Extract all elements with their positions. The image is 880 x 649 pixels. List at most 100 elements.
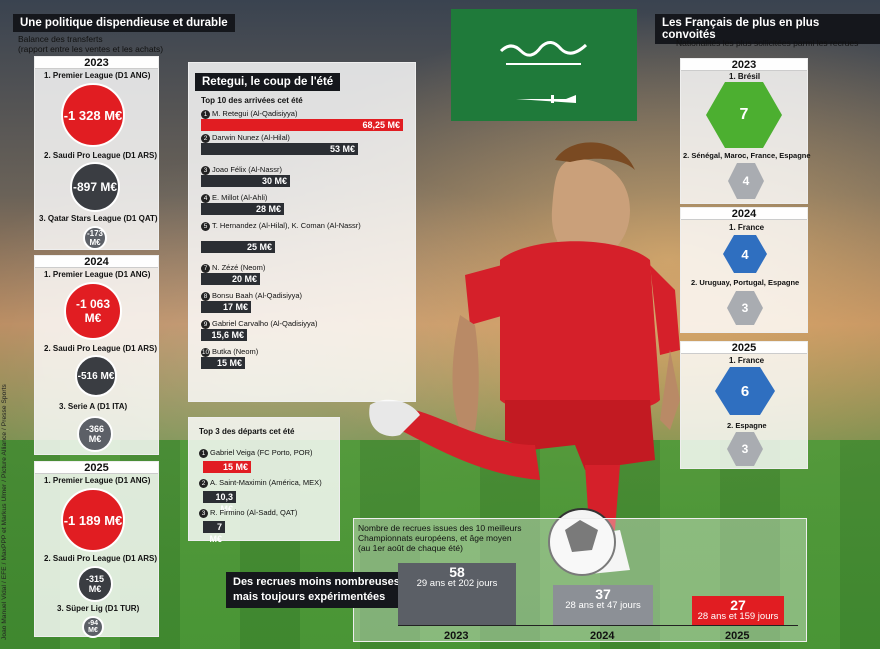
arrival-name: Bonsu Baah (Al-Qadisiyya) — [212, 291, 303, 300]
recruits-bar: 27 28 ans et 159 jours — [692, 596, 784, 625]
arrival-name: Joao Félix (Al-Nassr) — [212, 165, 283, 174]
arrival-label: 2 Darwin Nunez (Al-Hilal) — [201, 133, 401, 143]
balance-circle: -173 M€ — [83, 226, 107, 250]
recruits-age: 28 ans et 159 jours — [697, 611, 779, 622]
year-label: 2023 — [35, 57, 158, 69]
left-section-title: Une politique dispendieuse et durable — [13, 14, 235, 32]
rank-badge: 7 — [201, 263, 210, 273]
recruits-note-line1: Nombre de recrues issues des 10 meilleur… — [358, 523, 522, 533]
nationality-hex: 3 — [727, 432, 763, 466]
departure-bar: 10,3 M€ — [203, 491, 236, 514]
departure-bar: 7 M€ — [203, 521, 225, 544]
arrival-label: 5 T. Hernandez (Al-Hilal), K. Coman (Al-N… — [201, 221, 401, 231]
nationality-hex: 3 — [727, 291, 763, 325]
arrival-name: E. Millot (Al-Ahli) — [212, 193, 268, 202]
nationality-hex: 6 — [715, 367, 775, 415]
balance-panel-2023: 2023 1. Premier League (D1 ANG) -1 328 M… — [34, 56, 159, 250]
recruits-age: 28 ans et 47 jours — [565, 600, 641, 611]
balance-circle: -1 189 M€ — [61, 488, 125, 552]
rank-badge: 1 — [201, 109, 210, 119]
arrival-label: 9 Gabriel Carvalho (Al-Qadisiyya) — [201, 319, 401, 329]
saudi-flag — [451, 9, 637, 121]
rank-badge: 1 — [199, 448, 208, 458]
nationality-panel-2023: 2023 1. Brésil 7 2. Sénégal, Maroc, Fran… — [680, 58, 811, 204]
nationality-hex: 7 — [706, 82, 782, 148]
departure-name: R. Firmino (Al-Sadd, QAT) — [210, 508, 298, 517]
arrival-name: Darwin Nunez (Al-Hilal) — [212, 133, 290, 142]
left-subtitle-line2: (rapport entre les ventes et les achats) — [18, 44, 164, 54]
arrivals-title: Retegui, le coup de l'été — [195, 73, 341, 91]
balance-panel-2025: 2025 1. Premier League (D1 ANG) -1 189 M… — [34, 461, 159, 638]
nationality-panel-2024: 2024 1. France 4 2. Uruguay, Portugal, E… — [680, 207, 808, 333]
balance-label: 2. Saudi Pro League (D1 ARS) — [44, 151, 158, 160]
right-subtitle: Nationalités les plus sollicitées parmi … — [676, 38, 859, 48]
left-subtitle: Balance des transferts (rapport entre le… — [18, 34, 163, 54]
nationality-panel-2025: 2025 1. France 6 2. Espagne 3 — [680, 341, 808, 469]
balance-circle: -897 M€ — [70, 162, 120, 212]
recruits-count: 27 — [730, 597, 746, 613]
rank-badge: 2 — [201, 133, 210, 143]
departure-bar: 15 M€ — [203, 461, 251, 473]
recruits-age: 29 ans et 202 jours — [416, 578, 498, 589]
arrival-bar: 20 M€ — [201, 273, 260, 285]
recruits-note-line3: (au 1er août de chaque été) — [358, 543, 463, 553]
balance-circle: -94 M€ — [82, 616, 104, 638]
arrival-label: 10 Butka (Neom) — [201, 347, 401, 357]
recruits-year-label: 2025 — [725, 630, 750, 642]
rank-badge: 4 — [201, 193, 210, 203]
recruits-year-label: 2024 — [590, 630, 615, 642]
arrivals-panel: Retegui, le coup de l'été Top 10 des arr… — [188, 62, 416, 402]
flag-emblem-icon — [499, 41, 588, 103]
right-section-title: Les Français de plus en plus convoités — [655, 14, 880, 44]
balance-circle: -315 M€ — [77, 566, 113, 602]
balance-circle: -366 M€ — [77, 416, 113, 452]
arrival-name: Butka (Neom) — [212, 347, 259, 356]
recruits-banner: Des recrues moins nombreuses mais toujou… — [226, 572, 407, 608]
year-label: 2024 — [681, 208, 807, 220]
player-illustration — [369, 142, 680, 576]
arrival-label: 1 M. Retegui (Al-Qadisiyya) — [201, 109, 401, 119]
rank-badge: 5 — [201, 221, 210, 231]
recruits-bar: 58 29 ans et 202 jours — [398, 563, 516, 625]
arrival-name: Gabriel Carvalho (Al-Qadisiyya) — [212, 319, 318, 328]
nationality-label: 2. Uruguay, Portugal, Espagne — [691, 278, 800, 287]
recruits-baseline — [398, 625, 798, 626]
balance-label: 1. Premier League (D1 ANG) — [44, 270, 151, 279]
balance-label: 3. Süper Lig (D1 TUR) — [57, 604, 140, 613]
arrival-bar: 15 M€ — [201, 357, 245, 369]
arrival-bar: 25 M€ — [201, 241, 275, 253]
departure-name: A. Saint-Maximin (América, MEX) — [210, 478, 322, 487]
recruits-banner-line1: Des recrues moins nombreuses — [233, 576, 400, 588]
arrival-bar: 15,6 M€ — [201, 329, 247, 341]
year-label: 2023 — [681, 59, 807, 71]
arrivals-subtitle: Top 10 des arrivées cet été — [201, 96, 303, 105]
arrival-label: 3 Joao Félix (Al-Nassr) — [201, 165, 401, 175]
balance-label: 3. Qatar Stars League (D1 QAT) — [39, 214, 158, 223]
departure-label: 2 A. Saint-Maximin (América, MEX) — [199, 478, 322, 488]
recruits-count: 37 — [595, 586, 611, 602]
left-subtitle-line1: Balance des transferts — [18, 34, 103, 44]
rank-badge: 2 — [199, 478, 208, 488]
year-label: 2025 — [35, 462, 158, 474]
recruits-banner-line2: mais toujours expérimentées — [233, 591, 386, 603]
arrival-label: 8 Bonsu Baah (Al-Qadisiyya) — [201, 291, 401, 301]
nationality-label: 1. Brésil — [729, 72, 761, 81]
recruits-year-label: 2023 — [444, 630, 469, 642]
recruits-note: Nombre de recrues issues des 10 meilleur… — [358, 523, 521, 553]
rank-badge: 3 — [199, 508, 208, 518]
nationality-label: 2. Sénégal, Maroc, France, Espagne — [683, 151, 811, 160]
arrival-label: 7 N. Zézé (Neom) — [201, 263, 401, 273]
nationality-label: 1. France — [729, 223, 765, 232]
departure-label: 3 R. Firmino (Al-Sadd, QAT) — [199, 508, 297, 518]
departures-panel: Top 3 des départs cet été 1 Gabriel Veiga… — [188, 417, 340, 544]
nationality-label: 1. France — [729, 356, 765, 365]
departure-name: Gabriel Veiga (FC Porto, POR) — [210, 448, 313, 457]
departure-label: 1 Gabriel Veiga (FC Porto, POR) — [199, 448, 313, 458]
year-label: 2025 — [681, 342, 807, 354]
balance-label: 1. Premier League (D1 ANG) — [44, 476, 151, 485]
balance-label: 3. Serie A (D1 ITA) — [59, 402, 128, 411]
arrival-bar: 28 M€ — [201, 203, 284, 215]
rank-badge: 8 — [201, 291, 210, 301]
rank-badge: 10 — [201, 347, 210, 357]
nationality-label: 2. Espagne — [727, 421, 767, 430]
